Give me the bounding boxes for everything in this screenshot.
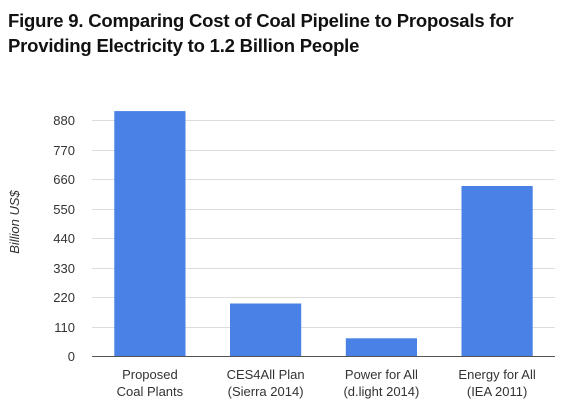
bar	[114, 111, 186, 356]
bar	[230, 303, 302, 356]
x-tick-label: (IEA 2011)	[467, 384, 527, 399]
y-tick-label: 550	[53, 202, 75, 217]
x-tick-label: Power for All	[345, 367, 418, 382]
y-tick-label: 330	[53, 261, 75, 276]
bar	[345, 338, 417, 356]
chart-title: Figure 9. Comparing Cost of Coal Pipelin…	[8, 8, 556, 58]
x-tick-label: Energy for All	[458, 367, 535, 382]
x-tick-label: (Sierra 2014)	[228, 384, 304, 399]
x-tick-label: CES4All Plan	[227, 367, 305, 382]
y-tick-label: 660	[53, 172, 75, 187]
y-tick-label: 220	[53, 290, 75, 305]
y-axis-title: Billion US$	[7, 189, 22, 253]
chart-title-line-2: Providing Electricity to 1.2 Billion Peo…	[8, 35, 360, 56]
y-tick-label: 0	[68, 349, 75, 364]
x-tick-label: (d.light 2014)	[343, 384, 419, 399]
x-axis-labels: Proposed Coal Plants CES4All Plan (Sierra 2…	[117, 367, 536, 399]
y-axis-ticks: 0 110 220 330 440 550 660 770 880	[53, 113, 75, 364]
x-tick-label: Coal Plants	[117, 384, 184, 399]
chart-title-line-1: Figure 9. Comparing Cost of Coal Pipelin…	[8, 10, 514, 31]
bar	[461, 186, 533, 356]
y-tick-label: 440	[53, 231, 75, 246]
y-tick-label: 880	[53, 113, 75, 128]
x-tick-label: Proposed	[122, 367, 178, 382]
bars	[114, 111, 533, 356]
y-tick-label: 110	[54, 320, 75, 335]
y-tick-label: 770	[53, 143, 75, 158]
